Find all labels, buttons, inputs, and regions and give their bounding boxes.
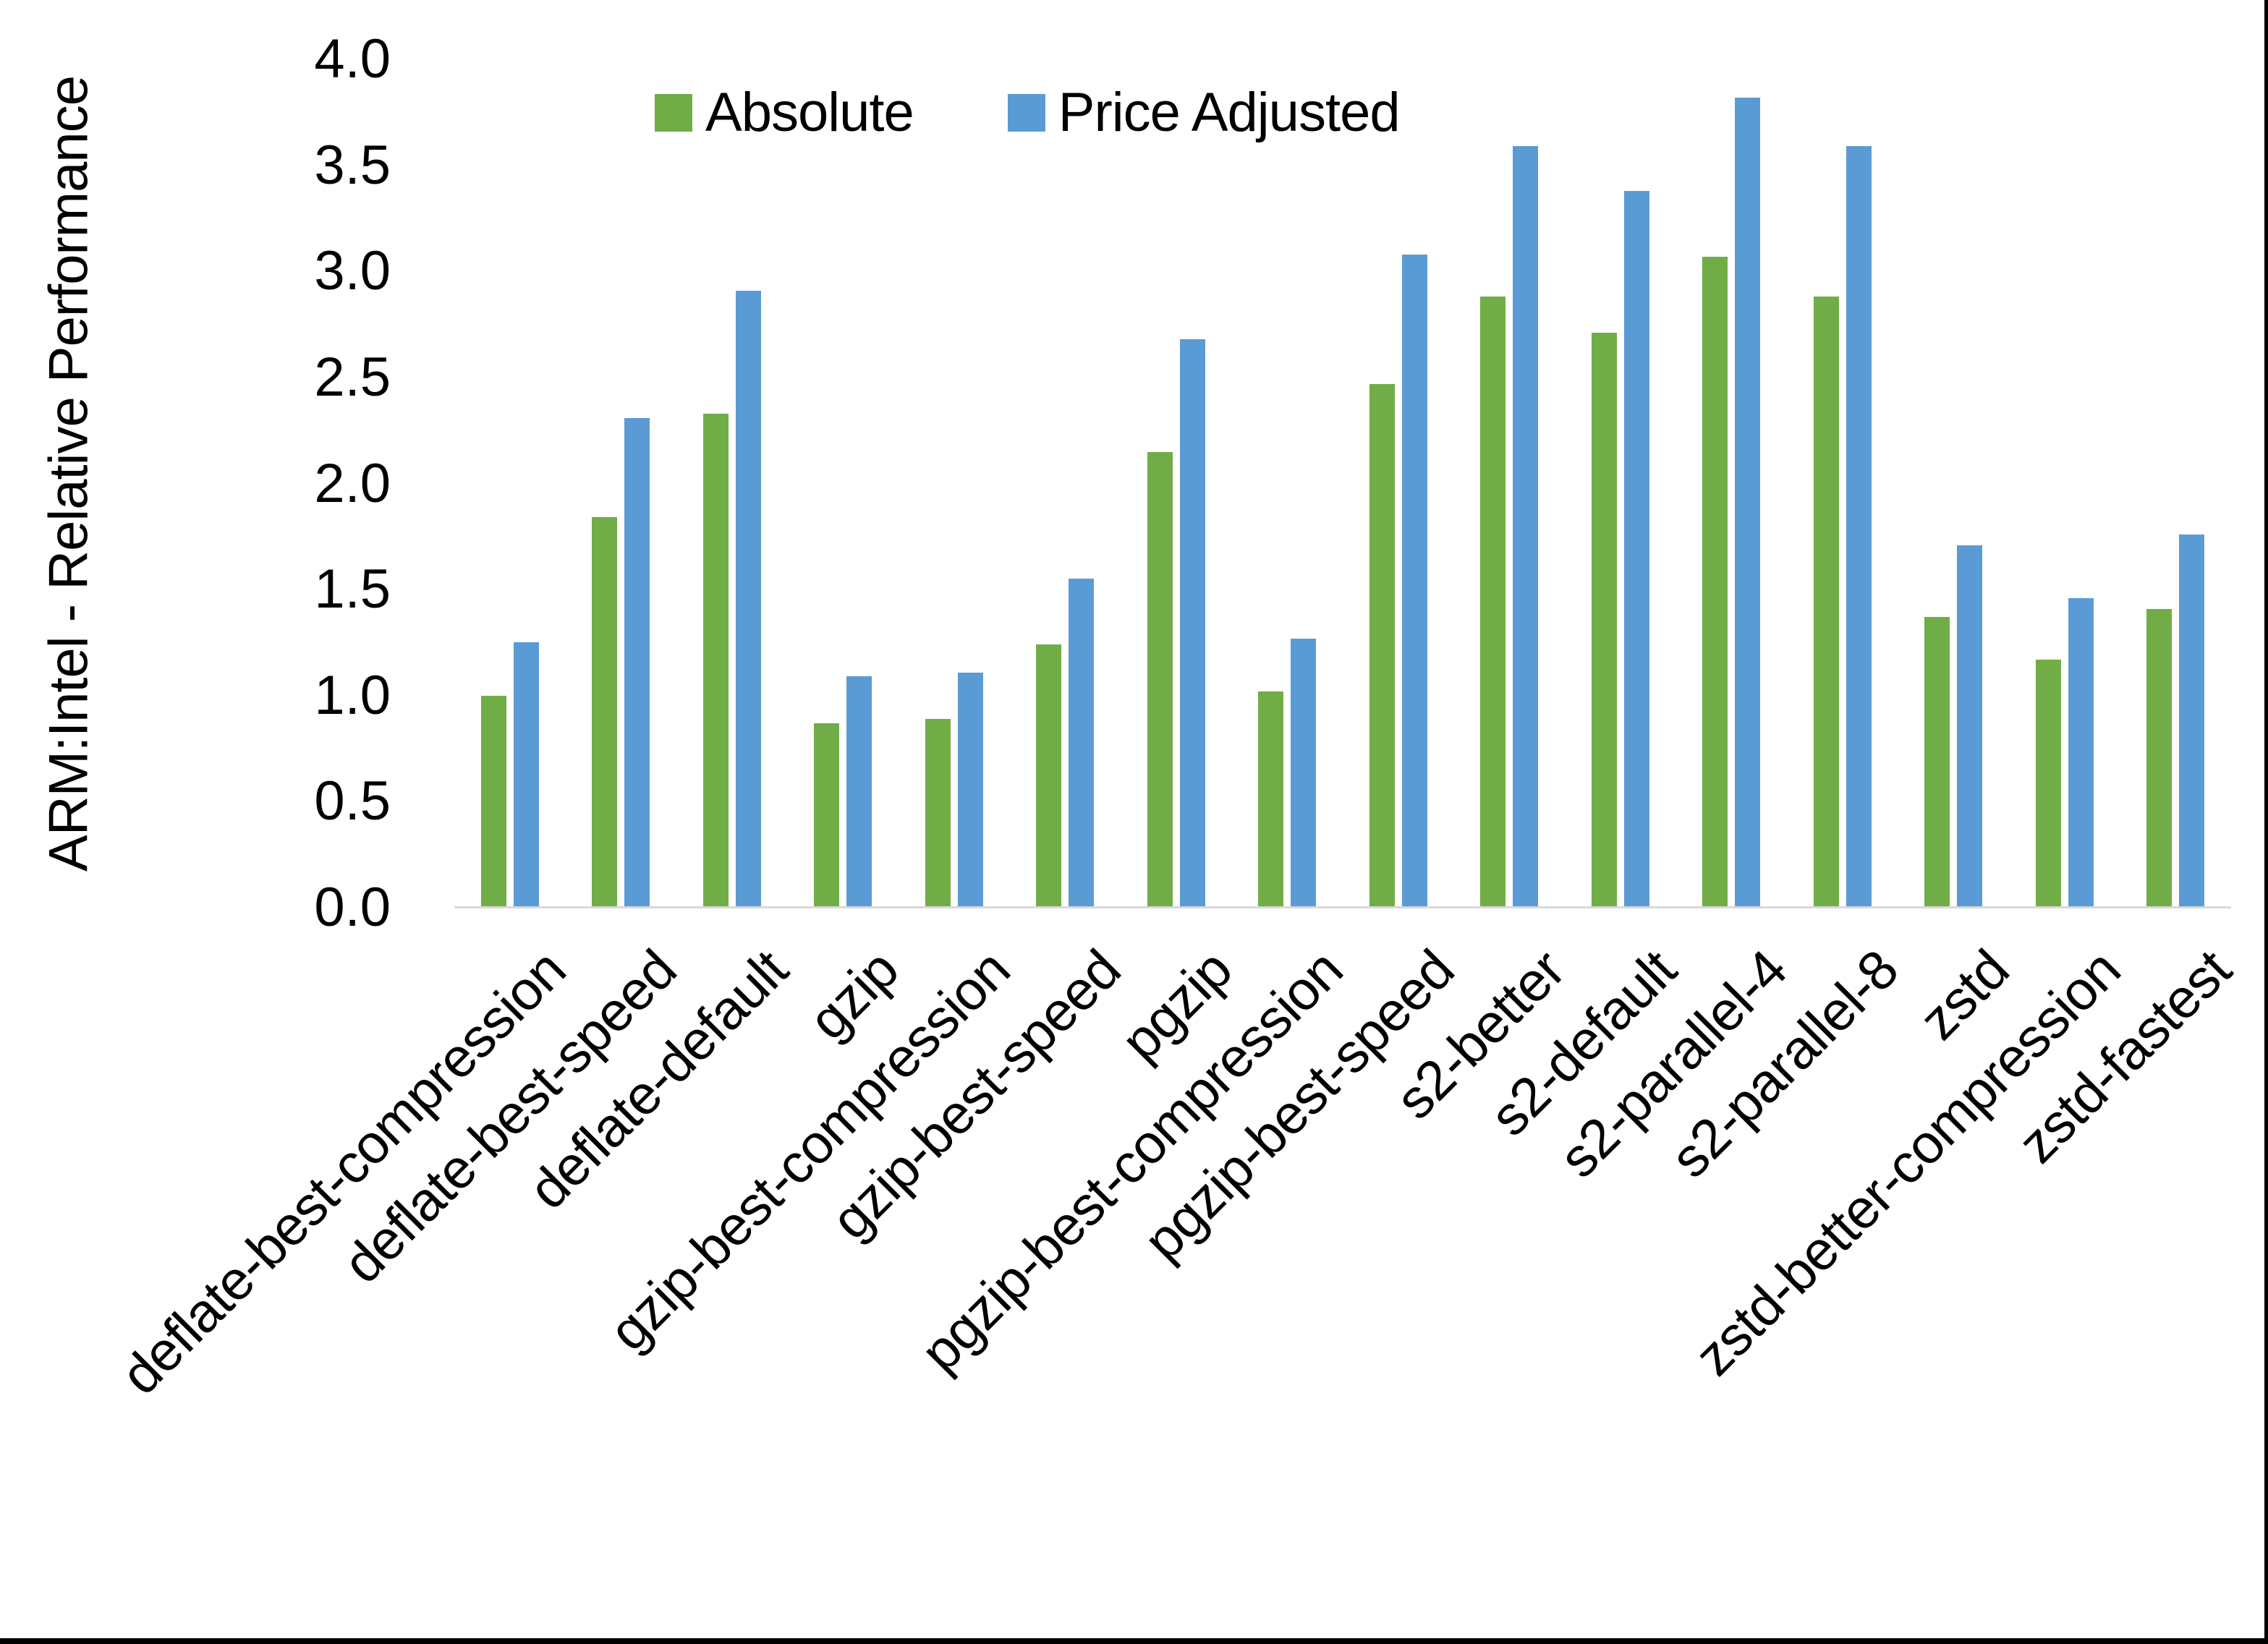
x-axis-line [454,906,2231,908]
legend-item-price-adjusted: Price Adjusted [1007,81,1401,144]
plot-area [454,59,2231,908]
y-tick-label: 3.5 [314,134,391,196]
bar-absolute-s2-better [1480,297,1506,908]
bar-absolute-gzip [814,723,840,908]
bar-absolute-deflate-best-speed [592,517,618,908]
bar-absolute-zstd-better-compression [2035,659,2061,908]
bar-group-zstd-fastest [2120,59,2232,908]
bar-price-adjusted-zstd-fastest [2179,534,2205,908]
bar-group-s2-default [1565,59,1676,908]
bar-groups [454,59,2231,908]
y-tick-label: 2.5 [314,346,391,408]
bar-group-pgzip-best-compression [1232,59,1343,908]
legend-swatch-absolute [655,93,692,132]
bar-price-adjusted-gzip-best-compression [957,672,983,908]
bar-absolute-zstd [1924,617,1950,908]
bar-absolute-s2-parallel-4 [1702,256,1728,908]
bar-group-zstd-better-compression [2009,59,2120,908]
bar-absolute-s2-parallel-8 [1813,297,1839,908]
window-border-bottom-edge [0,1638,2268,1644]
bar-absolute-deflate-best-compression [480,695,506,908]
bar-absolute-gzip-best-compression [925,719,951,908]
bar-price-adjusted-pgzip-best-compression [1291,638,1317,908]
y-tick-label: 0.0 [314,877,391,938]
legend: Absolute Price Adjusted [655,81,1401,144]
bar-price-adjusted-gzip [846,676,872,908]
bar-group-pgzip-best-speed [1343,59,1454,908]
bar-group-gzip-best-speed [1010,59,1121,908]
bar-group-gzip-best-compression [899,59,1010,908]
bar-price-adjusted-pgzip [1179,339,1205,908]
bar-price-adjusted-zstd [1957,545,1983,908]
bar-group-zstd [1898,59,2010,908]
bar-price-adjusted-deflate-default [735,290,761,908]
bar-price-adjusted-pgzip-best-speed [1401,254,1427,908]
bar-price-adjusted-deflate-best-speed [624,417,650,908]
bar-group-pgzip [1121,59,1232,908]
bar-price-adjusted-s2-parallel-4 [1735,97,1761,908]
y-tick-label: 2.0 [314,452,391,514]
bar-group-gzip [788,59,899,908]
legend-item-absolute: Absolute [655,81,914,144]
bar-group-deflate-best-compression [454,59,566,908]
bar-price-adjusted-gzip-best-speed [1069,579,1095,908]
bar-price-adjusted-s2-better [1513,146,1539,908]
x-category-label-deflate-best-compression: deflate-best-compression [109,938,577,1407]
bar-price-adjusted-s2-default [1623,190,1649,908]
y-tick-label: 0.5 [314,770,391,832]
bar-absolute-pgzip [1147,451,1173,908]
bar-group-deflate-best-speed [566,59,677,908]
legend-swatch-price-adjusted [1007,93,1045,132]
bar-group-deflate-default [676,59,788,908]
legend-label-absolute: Absolute [705,82,914,143]
bar-price-adjusted-s2-parallel-8 [1846,146,1872,908]
bar-absolute-gzip-best-speed [1036,644,1062,908]
window-border-right-edge [2264,0,2268,1644]
bar-price-adjusted-deflate-best-compression [513,642,539,908]
bar-absolute-deflate-default [702,413,729,908]
y-tick-label: 3.0 [314,240,391,302]
bar-group-s2-better [1454,59,1566,908]
bar-absolute-pgzip-best-compression [1258,691,1284,908]
bar-group-s2-parallel-4 [1676,59,1788,908]
bar-absolute-s2-default [1591,333,1617,908]
y-tick-label: 1.5 [314,558,391,621]
y-tick-label: 1.0 [314,664,391,726]
y-tick-label: 4.0 [314,28,391,90]
bar-absolute-zstd-fastest [2146,608,2173,908]
bar-price-adjusted-zstd-better-compression [2068,597,2094,908]
bar-group-s2-parallel-8 [1787,59,1898,908]
bar-absolute-pgzip-best-speed [1369,383,1395,908]
legend-label-price-adjusted: Price Adjusted [1058,82,1401,143]
